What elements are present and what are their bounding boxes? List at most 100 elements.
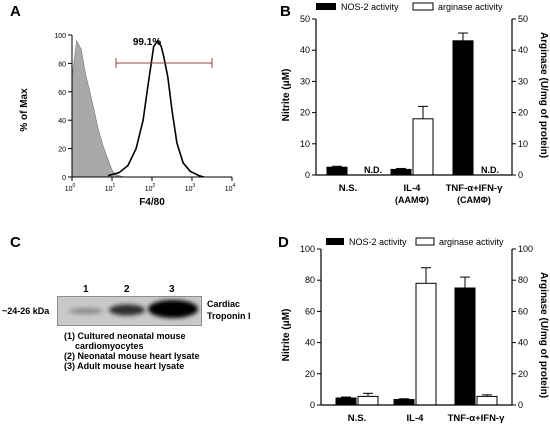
left-tick-label: 0 [310, 400, 315, 410]
nos2-bar-0 [326, 166, 348, 176]
legend-swatch-arginase [415, 237, 435, 246]
group-label-tnf-sub: (CAMΦ) [457, 195, 491, 205]
left-tick-label: 30 [300, 76, 310, 86]
right-tick-label: 50 [518, 14, 528, 24]
blot-legend-line-1: (1) Cultured neonatal mouse [64, 331, 186, 341]
group-label-il4-sub: (AAMΦ) [395, 195, 429, 205]
right-tick-label: 40 [518, 338, 528, 348]
lane-number-2: 2 [124, 284, 130, 295]
right-tick-label: 20 [518, 369, 528, 379]
band-label-line-1: Cardiac [207, 299, 241, 309]
nos2-bar-1 [393, 399, 415, 406]
blot-legend-line-2: cardiomyocytes [75, 341, 144, 351]
right-tick-label: 0 [518, 170, 523, 180]
y-tick-label: 80 [58, 61, 66, 68]
nd-label-tnf: N.D. [481, 165, 499, 175]
panel-d-bar-chart: NOS-2 activity arginase activity Nitrite… [281, 237, 549, 424]
legend-label-arginase: arginase activity [439, 237, 504, 247]
nd-label-ns: N.D. [364, 165, 382, 175]
arginase-bar-2 [476, 395, 498, 406]
panel-d-ylabel-right: Arginase (U/mg of protein) [538, 272, 549, 398]
left-tick-label: 40 [305, 338, 315, 348]
left-tick-label: 10 [300, 139, 310, 149]
nos2-bar-1 [390, 168, 412, 176]
x-tick-label: 104 [225, 183, 236, 193]
x-tick-label: 100 [65, 183, 76, 193]
left-tick-label: 40 [300, 45, 310, 55]
panel-d-bars [335, 267, 498, 406]
band-label-line-2: Troponin I [207, 311, 251, 321]
panel-b-ylabel-right: Arginase (U/mg of protein) [538, 32, 549, 158]
legend-swatch-nos2 [316, 3, 336, 10]
panel-letter-c: C [10, 234, 21, 251]
right-tick-label: 10 [518, 139, 528, 149]
nos2-bar-0 [335, 397, 357, 406]
group-label-il4: IL-4 [404, 183, 422, 194]
panel-d-ylabel-left: Nitrite (μM) [281, 309, 292, 362]
y-tick-label: 60 [58, 90, 66, 97]
legend-label-nos2: NOS-2 activity [349, 237, 407, 247]
left-tick-label: 20 [305, 369, 315, 379]
panel-b-bar-chart: NOS-2 activity arginase activity Nitrite… [281, 2, 549, 205]
left-tick-label: 0 [305, 170, 310, 180]
arginase-bar-1 [415, 282, 437, 406]
y-tick-label: 20 [58, 147, 66, 154]
panel-b-legend: NOS-2 activity arginase activity [316, 2, 503, 12]
legend-label-arginase: arginase activity [438, 2, 503, 12]
right-tick-label: 20 [518, 108, 528, 118]
panel-letter-b: B [280, 3, 291, 20]
isotype-histogram-area [71, 39, 125, 178]
panel-a-x-ticks: 100 101 102 103 104 [65, 177, 236, 193]
left-tick-label: 100 [300, 244, 315, 254]
right-tick-label: 80 [518, 275, 528, 285]
lane-number-3: 3 [169, 284, 175, 295]
x-tick-label: 103 [185, 183, 196, 193]
legend-label-nos2: NOS-2 activity [341, 2, 399, 12]
lane-number-1: 1 [83, 284, 89, 295]
panel-d-right-ticks: 0 20 40 60 80 100 [512, 244, 533, 410]
legend-swatch-arginase [412, 2, 434, 11]
panel-a-y-ticks: 0 20 40 60 80 100 [54, 33, 72, 182]
panel-b-ylabel-left: Nitrite (μM) [281, 69, 292, 122]
x-tick-label: 102 [145, 183, 156, 193]
y-tick-label: 0 [62, 175, 66, 182]
right-tick-label: 100 [518, 244, 533, 254]
y-tick-label: 100 [54, 33, 66, 40]
right-tick-label: 30 [518, 76, 528, 86]
panel-b-group-labels: N.S. IL-4 (AAMΦ) TNF-α+IFN-γ (CAMΦ) [339, 183, 503, 205]
panel-letter-d: D [278, 234, 289, 251]
panel-b-bars [326, 32, 474, 176]
right-tick-label: 40 [518, 45, 528, 55]
panel-d-legend: NOS-2 activity arginase activity [326, 237, 504, 247]
arginase-bar-1 [412, 118, 434, 176]
right-tick-label: 0 [518, 400, 523, 410]
x-tick-label: 101 [105, 183, 116, 193]
panel-d-group-labels: N.S. IL-4 TNF-α+IFN-γ [348, 413, 505, 424]
group-label-tnf: TNF-α+IFN-γ [448, 413, 505, 424]
molecular-weight-label: ~24-26 kDa [2, 306, 50, 316]
group-label-ns: N.S. [339, 183, 357, 194]
panel-b-left-ticks: 0 10 20 30 40 50 [300, 14, 316, 180]
panel-letter-a: A [10, 3, 21, 20]
left-tick-label: 60 [305, 306, 315, 316]
blot-band-lane-2 [109, 304, 145, 316]
left-tick-label: 50 [300, 14, 310, 24]
nos2-bar-2 [452, 40, 474, 176]
panel-d-left-ticks: 0 20 40 60 80 100 [300, 244, 321, 410]
panel-a-xlabel: F4/80 [139, 197, 165, 208]
arginase-bar-0 [357, 395, 379, 406]
panel-b-right-ticks: 0 10 20 30 40 50 [512, 14, 528, 180]
left-tick-label: 20 [300, 108, 310, 118]
blot-band-lane-3 [148, 300, 198, 318]
y-tick-label: 40 [58, 118, 66, 125]
f4-80-histogram-line [107, 39, 205, 178]
panel-a-histogram: % of Max 0 20 40 60 80 100 100 101 102 103 104 99… [19, 33, 236, 208]
nos2-bar-2 [454, 287, 476, 406]
blot-legend-line-3: (2) Neonatal mouse heart lysate [64, 351, 200, 361]
panel-a-ylabel: % of Max [19, 88, 30, 132]
blot-band-lane-1 [69, 308, 103, 314]
gate-percent-label: 99.1% [133, 37, 161, 48]
legend-swatch-nos2 [326, 238, 344, 245]
western-blot-image [57, 296, 202, 326]
group-label-tnf: TNF-α+IFN-γ [446, 183, 503, 194]
